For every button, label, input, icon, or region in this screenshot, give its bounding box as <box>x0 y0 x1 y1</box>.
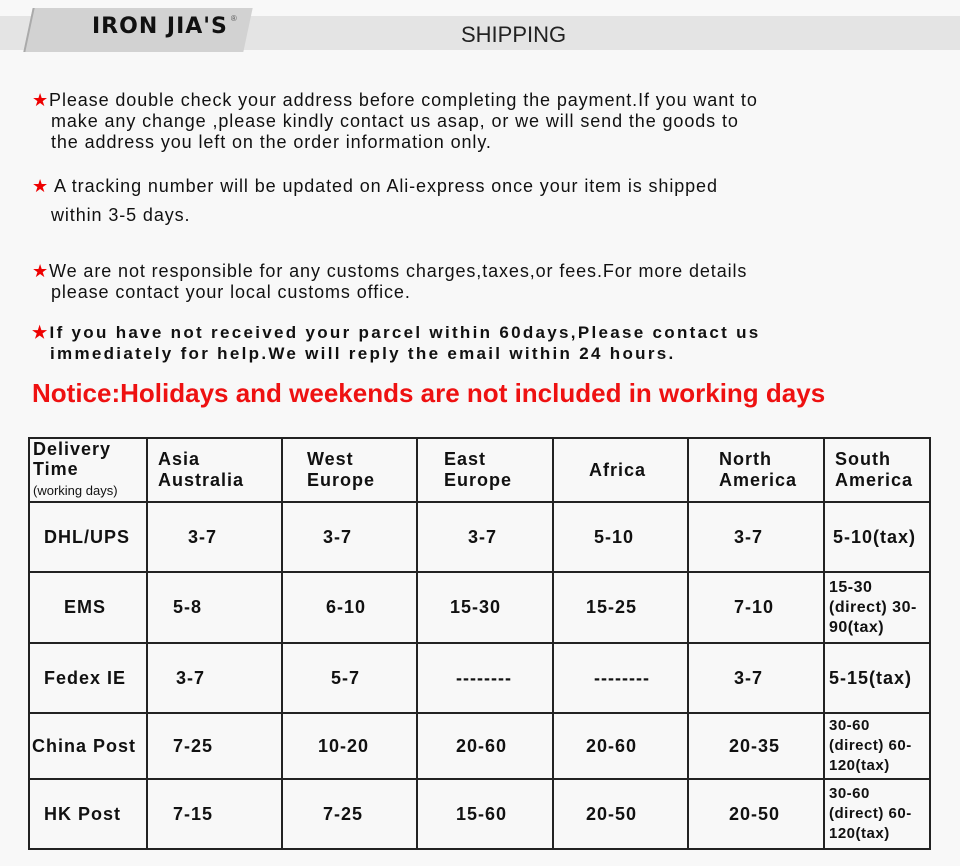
note-line: the address you left on the order inform… <box>51 132 492 152</box>
region-header: South America <box>823 437 931 503</box>
delivery-time-cell: 3-7 <box>687 501 825 573</box>
region-header: East Europe <box>416 437 554 503</box>
delivery-time-cell: 15-25 <box>552 571 689 644</box>
star-icon: ★ <box>32 176 50 196</box>
delivery-time-cell: 20-50 <box>552 778 689 850</box>
delivery-time-cell: -------- <box>416 642 554 714</box>
delivery-time-cell: 20-35 <box>687 712 825 780</box>
carrier-cell: China Post <box>28 712 148 780</box>
delivery-time-cell: 30-60 (direct) 60-120(tax) <box>823 778 931 850</box>
table-row: China Post 7-25 10-20 20-60 20-60 20-35 30-60 … <box>28 712 931 780</box>
star-icon: ★ <box>32 323 50 342</box>
corner-line: Delivery <box>33 439 112 459</box>
delivery-time-cell: 30-60 (direct) 60-120(tax) <box>823 712 931 780</box>
note-tracking: ★ A tracking number will be updated on A… <box>32 176 942 233</box>
table-row: Fedex IE 3-7 5-7 -------- -------- 3-7 5-15(ta… <box>28 642 931 714</box>
note-line: A tracking number will be updated on Ali… <box>49 176 718 196</box>
delivery-time-cell: 15-30 <box>416 571 554 644</box>
delivery-time-cell: 5-10(tax) <box>823 501 931 573</box>
region-header: North America <box>687 437 825 503</box>
corner-header: Delivery Time (working days) <box>28 437 148 503</box>
table-row: EMS 5-8 6-10 15-30 15-25 7-10 15-30 (direct) 3… <box>28 571 931 644</box>
delivery-time-cell: 7-10 <box>687 571 825 644</box>
carrier-cell: HK Post <box>28 778 148 850</box>
table-header-row: Delivery Time (working days) Asia Australia… <box>28 437 931 503</box>
delivery-time-cell: 3-7 <box>146 642 283 714</box>
note-line: We are not responsible for any customs c… <box>49 261 748 281</box>
delivery-time-cell: 20-50 <box>687 778 825 850</box>
registered-mark: ® <box>230 14 237 23</box>
region-header: Asia Australia <box>146 437 283 503</box>
note-address: ★Please double check your address before… <box>32 90 942 153</box>
delivery-time-cell: 5-10 <box>552 501 689 573</box>
delivery-time-cell: 6-10 <box>281 571 418 644</box>
note-line: If you have not received your parcel wit… <box>49 323 761 342</box>
note-line: within 3-5 days. <box>51 205 191 225</box>
region-header: Africa <box>552 437 689 503</box>
brand: IRON JIA'S ® <box>92 14 237 39</box>
delivery-time-cell: 20-60 <box>416 712 554 780</box>
note-customs: ★We are not responsible for any customs … <box>32 261 942 303</box>
delivery-time-cell: 7-25 <box>146 712 283 780</box>
delivery-time-cell: 5-8 <box>146 571 283 644</box>
delivery-time-cell: 3-7 <box>146 501 283 573</box>
note-line: Please double check your address before … <box>49 90 758 110</box>
delivery-time-cell: 7-25 <box>281 778 418 850</box>
corner-note: (working days) <box>33 483 118 498</box>
table-row: DHL/UPS 3-7 3-7 3-7 5-10 3-7 5-10(tax) <box>28 501 931 573</box>
carrier-cell: Fedex IE <box>28 642 148 714</box>
note-line: make any change ,please kindly contact u… <box>51 111 739 131</box>
shipping-time-table: Delivery Time (working days) Asia Australia… <box>28 437 931 850</box>
delivery-time-cell: 15-60 <box>416 778 554 850</box>
brand-logo: IRON JIA'S <box>92 14 228 39</box>
region-header: West Europe <box>281 437 418 503</box>
delivery-time-cell: 3-7 <box>281 501 418 573</box>
carrier-cell: EMS <box>28 571 148 644</box>
holiday-notice: Notice:Holidays and weekends are not inc… <box>32 378 826 408</box>
delivery-time-cell: 10-20 <box>281 712 418 780</box>
delivery-time-cell: -------- <box>552 642 689 714</box>
star-icon: ★ <box>32 90 50 110</box>
note-line: immediately for help.We will reply the e… <box>50 344 676 363</box>
delivery-time-cell: 15-30 (direct) 30-90(tax) <box>823 571 931 644</box>
corner-line: Time <box>33 459 79 479</box>
delivery-time-cell: 5-7 <box>281 642 418 714</box>
page-title: SHIPPING <box>461 22 567 47</box>
delivery-time-cell: 7-15 <box>146 778 283 850</box>
delivery-time-cell: 20-60 <box>552 712 689 780</box>
table-row: HK Post 7-15 7-25 15-60 20-50 20-50 30-60 (dir… <box>28 778 931 850</box>
delivery-time-cell: 3-7 <box>687 642 825 714</box>
carrier-cell: DHL/UPS <box>28 501 148 573</box>
note-parcel: ★If you have not received your parcel wi… <box>32 322 942 364</box>
star-icon: ★ <box>32 261 50 281</box>
delivery-time-cell: 3-7 <box>416 501 554 573</box>
delivery-time-cell: 5-15(tax) <box>823 642 931 714</box>
note-line: please contact your local customs office… <box>51 282 411 302</box>
